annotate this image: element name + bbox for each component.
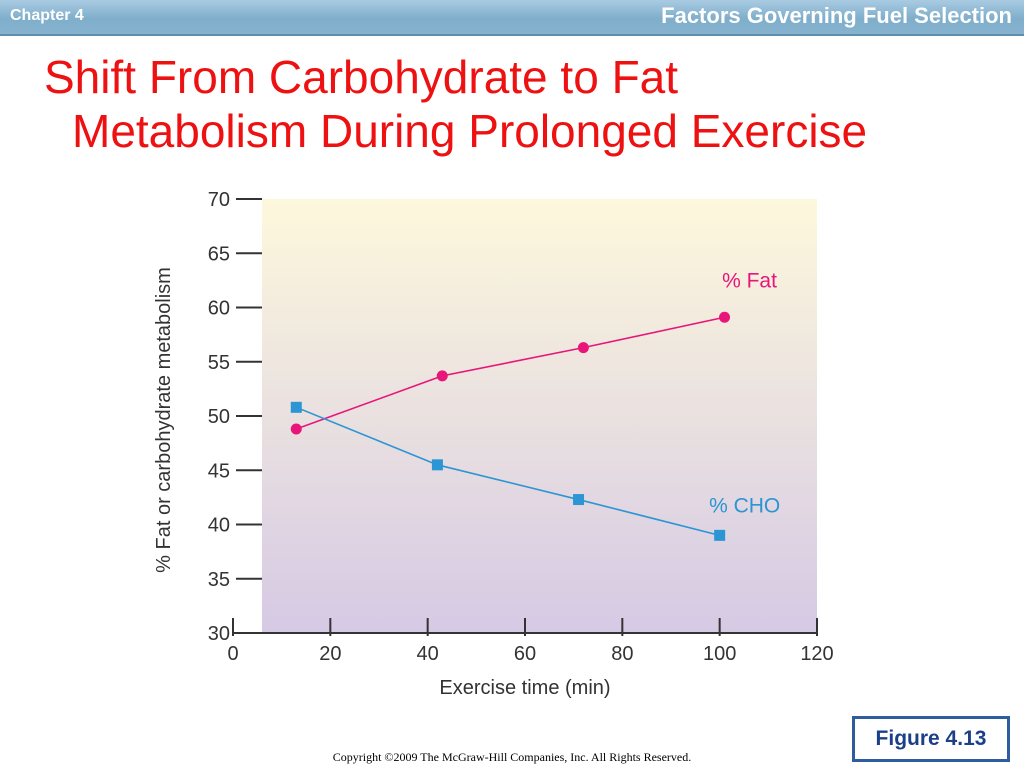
series-label-1: % CHO	[709, 494, 780, 517]
series-0-point-3	[719, 311, 731, 323]
series-1-point-2	[573, 494, 585, 506]
y-tick-label-65: 65	[208, 243, 230, 265]
series-1-point-0	[290, 401, 302, 413]
series-1-point-3	[714, 529, 726, 541]
series-0-point-1	[436, 370, 448, 382]
copyright-notice: Copyright ©2009 The McGraw-Hill Companie…	[332, 750, 692, 764]
y-tick-label-55: 55	[208, 352, 230, 374]
header-bar: Chapter 4 Factors Governing Fuel Selecti…	[0, 0, 1024, 36]
series-1-point-1	[431, 459, 443, 471]
x-axis-label: Exercise time (min)	[439, 677, 610, 699]
y-tick-label-60: 60	[208, 298, 230, 320]
x-tick-label-80: 80	[611, 643, 633, 665]
y-tick-label-70: 70	[208, 189, 230, 211]
y-tick-label-45: 45	[208, 460, 230, 482]
slide-title-line-1: Shift From Carbohydrate to Fat	[44, 51, 679, 103]
x-tick-label-40: 40	[417, 643, 439, 665]
y-tick-label-50: 50	[208, 406, 230, 428]
chapter-label: Chapter 4	[10, 7, 84, 24]
x-tick-label-0: 0	[227, 643, 238, 665]
y-tick-label-35: 35	[208, 569, 230, 591]
series-line-1	[295, 406, 720, 537]
header-title: Factors Governing Fuel Selection	[661, 3, 1012, 28]
series-line-0	[295, 316, 725, 430]
x-tick-label-120: 120	[800, 643, 833, 665]
y-tick-label-40: 40	[208, 515, 230, 537]
slide-title-line-2: Metabolism During Prolonged Exercise	[72, 105, 868, 157]
figure-label: Figure 4.13	[852, 716, 1010, 762]
x-tick-label-100: 100	[703, 643, 736, 665]
series-label-0: % Fat	[722, 269, 777, 292]
x-tick-label-20: 20	[319, 643, 341, 665]
series-0-point-2	[577, 342, 589, 354]
series-0-point-0	[290, 423, 302, 435]
slide-title: Shift From Carbohydrate to Fat Metabolis…	[44, 50, 1004, 158]
plot-background	[262, 199, 817, 633]
y-axis-label: % Fat or carbohydrate metabolism	[153, 267, 175, 573]
y-tick-label-30: 30	[208, 623, 230, 645]
x-tick-label-60: 60	[514, 643, 536, 665]
